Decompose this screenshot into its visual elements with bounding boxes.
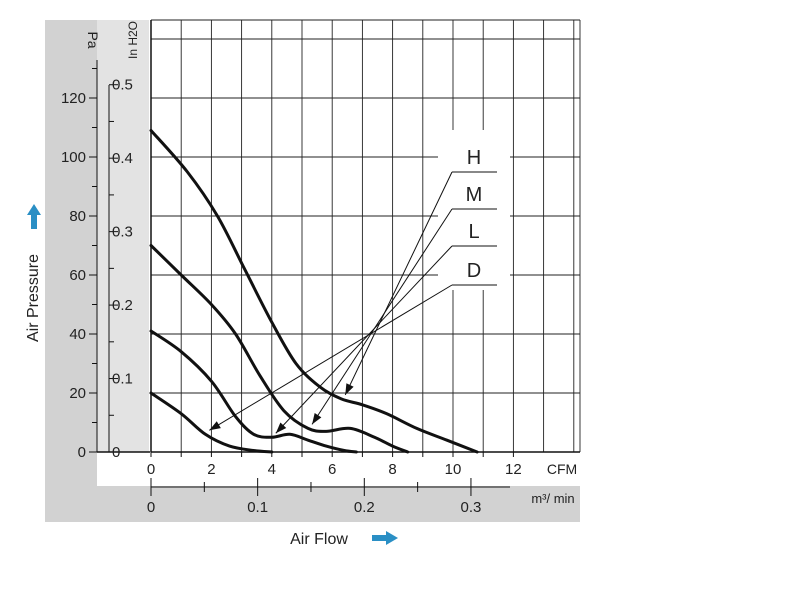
- legend-leader-d: [209, 284, 453, 431]
- legend-leader-l: [275, 245, 453, 434]
- legend-arrowhead-m: [312, 412, 322, 425]
- x-unit-secondary: m³/ min: [531, 491, 574, 506]
- legend-arrowhead-h: [345, 383, 354, 395]
- y-secondary-tick-label: 0.4: [112, 150, 133, 167]
- curve-d: [149, 391, 274, 454]
- x-axis-arrow-icon: [372, 531, 398, 545]
- x-secondary-tick-label: 0.3: [461, 499, 482, 516]
- axes: [89, 20, 580, 496]
- legend-arrowhead-d: [209, 421, 221, 431]
- x-axis-title: Air Flow: [290, 531, 348, 548]
- x-tick-label: 6: [328, 461, 336, 478]
- y-secondary-tick-label: 0.2: [112, 297, 133, 314]
- y-tick-label: 100: [61, 149, 86, 166]
- y-axis-title: Air Pressure: [25, 254, 42, 342]
- x-tick-label: 8: [388, 461, 396, 478]
- curves: [149, 128, 479, 454]
- y-tick-label: 0: [78, 444, 86, 461]
- legend-arrowhead-l: [275, 422, 287, 434]
- y-secondary-tick-label: 0: [112, 444, 120, 461]
- curve-h: [149, 128, 479, 454]
- x-unit-primary: CFM: [547, 461, 577, 477]
- y-secondary-tick-label: 0.5: [112, 77, 133, 94]
- x-secondary-tick-label: 0: [147, 499, 155, 516]
- x-secondary-tick-label: 0.2: [354, 499, 375, 516]
- y-unit-secondary: In H2O: [126, 21, 140, 59]
- y-unit-primary: Pa: [85, 31, 101, 48]
- legend-leader-h: [344, 171, 453, 396]
- x-tick-label: 4: [268, 461, 276, 478]
- legend-label-l: L: [468, 221, 479, 243]
- legend-label-m: M: [466, 184, 483, 206]
- y-tick-label: 120: [61, 90, 86, 107]
- curve-m: [149, 244, 410, 454]
- legend-box: [438, 130, 510, 290]
- x-tick-label: 12: [505, 461, 522, 478]
- x-tick-label: 0: [147, 461, 155, 478]
- curve-l: [149, 329, 358, 454]
- legend-label-d: D: [467, 260, 481, 282]
- x-tick-label: 10: [445, 461, 462, 478]
- y-tick-label: 80: [69, 208, 86, 225]
- y-secondary-tick-label: 0.1: [112, 371, 133, 388]
- y-tick-label: 60: [69, 267, 86, 284]
- y-secondary-tick-label: 0.3: [112, 224, 133, 241]
- y-tick-label: 40: [69, 326, 86, 343]
- x-tick-label: 2: [207, 461, 215, 478]
- y-axis-arrow-icon: [27, 204, 41, 229]
- y-tick-label: 20: [69, 385, 86, 402]
- legend-leader-m: [311, 208, 453, 425]
- x-secondary-tick-label: 0.1: [247, 499, 268, 516]
- legend-label-h: H: [467, 147, 481, 169]
- secondary-axis-strip: [97, 20, 149, 452]
